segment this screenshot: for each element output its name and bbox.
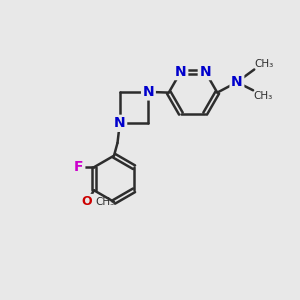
Text: N: N [199, 64, 211, 79]
Text: N: N [175, 64, 187, 79]
Text: N: N [142, 85, 154, 99]
Text: O: O [82, 195, 92, 208]
Text: F: F [74, 160, 84, 174]
Text: N: N [114, 116, 126, 130]
Text: CH₃: CH₃ [96, 197, 115, 207]
Text: CH₃: CH₃ [255, 59, 274, 69]
Text: CH₃: CH₃ [254, 91, 273, 101]
Text: N: N [231, 75, 243, 89]
